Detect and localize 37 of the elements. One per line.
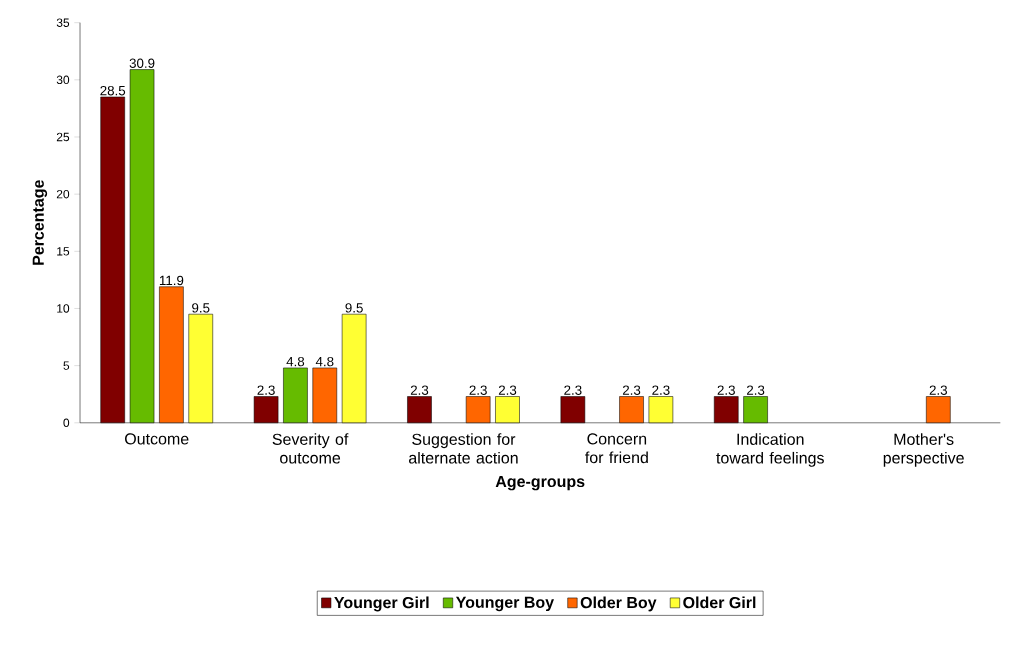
y-tick-label: 15 <box>57 247 70 256</box>
data-label: 2.3 <box>469 385 487 395</box>
y-tick-label: 20 <box>56 189 70 199</box>
legend-label: Older Boy <box>580 596 657 612</box>
y-tick-label: 0 <box>63 418 70 427</box>
data-label: 2.3 <box>564 385 582 395</box>
x-tick-label: Indication toward feelings <box>716 433 824 467</box>
x-tick-label: Suggestion for alternate action <box>408 433 518 464</box>
data-label: 30.9 <box>129 58 155 68</box>
legend-label: Older Girl <box>683 596 756 609</box>
data-label: 2.3 <box>410 385 429 395</box>
data-label: 11.9 <box>159 275 184 286</box>
data-label: 2.3 <box>929 385 947 395</box>
data-label: 4.8 <box>315 356 334 367</box>
data-label: 2.3 <box>717 385 735 395</box>
data-label: 9.5 <box>192 303 210 313</box>
data-label: 28.5 <box>100 85 126 96</box>
y-tick-label: 35 <box>56 18 70 27</box>
data-label: 2.3 <box>746 385 765 395</box>
data-label: 4.8 <box>286 356 305 367</box>
data-label: 2.3 <box>652 385 670 395</box>
data-label: 2.3 <box>622 385 641 395</box>
x-tick-label: Outcome <box>125 433 189 445</box>
data-label: 2.3 <box>498 385 517 395</box>
y-tick-label: 10 <box>57 304 70 313</box>
x-tick-label: Concern for friend <box>585 433 648 464</box>
legend-label: Younger Girl <box>334 596 429 612</box>
data-label: 2.3 <box>257 385 275 395</box>
legend-label: Younger Boy <box>455 596 554 612</box>
x-tick-label: Mother's perspective <box>883 433 964 467</box>
x-axis-title: Age-groups <box>495 475 585 491</box>
data-label: 9.5 <box>345 303 363 313</box>
x-tick-label: Severity of outcome <box>272 433 349 464</box>
y-axis-title: Percentage <box>32 180 48 265</box>
y-tick-label: 30 <box>56 75 70 84</box>
y-tick-label: 25 <box>56 132 70 142</box>
y-tick-label: 5 <box>63 361 70 370</box>
